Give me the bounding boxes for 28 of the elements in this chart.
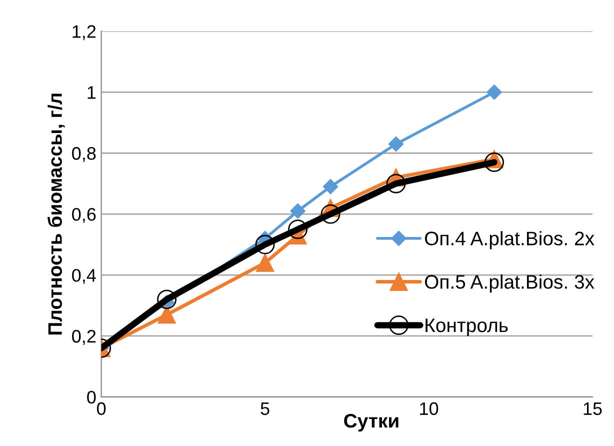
- y-tick-label: 0,4: [72, 268, 96, 284]
- point: [386, 174, 406, 194]
- y-tick-label: 1,2: [72, 25, 96, 40]
- legend-label: Оп.5 A.plat.Bios. 3x: [424, 274, 594, 293]
- y-tick-label: 0,8: [72, 147, 96, 162]
- y-tick-label: 0,6: [72, 208, 96, 223]
- point: [484, 152, 504, 172]
- point: [320, 204, 340, 224]
- point: [322, 179, 338, 194]
- point: [158, 306, 176, 324]
- point: [255, 234, 275, 254]
- y-axis-title: Плотность биомассы, г/л: [48, 94, 65, 334]
- point: [157, 290, 177, 310]
- y-tick-label: 0,2: [72, 330, 96, 345]
- point: [288, 220, 308, 240]
- point: [290, 203, 306, 219]
- point: [486, 84, 502, 100]
- legend-label: Контроль: [426, 318, 508, 336]
- x-tick-label: 10: [420, 402, 438, 416]
- x-tick-label: 0: [96, 402, 106, 416]
- legend-label: Оп.4 A.plat.Bios. 2x: [424, 231, 594, 250]
- point: [388, 136, 404, 152]
- y-tick-label: 0: [87, 390, 96, 404]
- point: [256, 254, 274, 272]
- x-tick-label: 5: [260, 402, 270, 416]
- y-tick-label: 1: [88, 86, 96, 99]
- x-tick-label: 15: [584, 402, 602, 416]
- x-axis-title: Сутки: [344, 414, 398, 432]
